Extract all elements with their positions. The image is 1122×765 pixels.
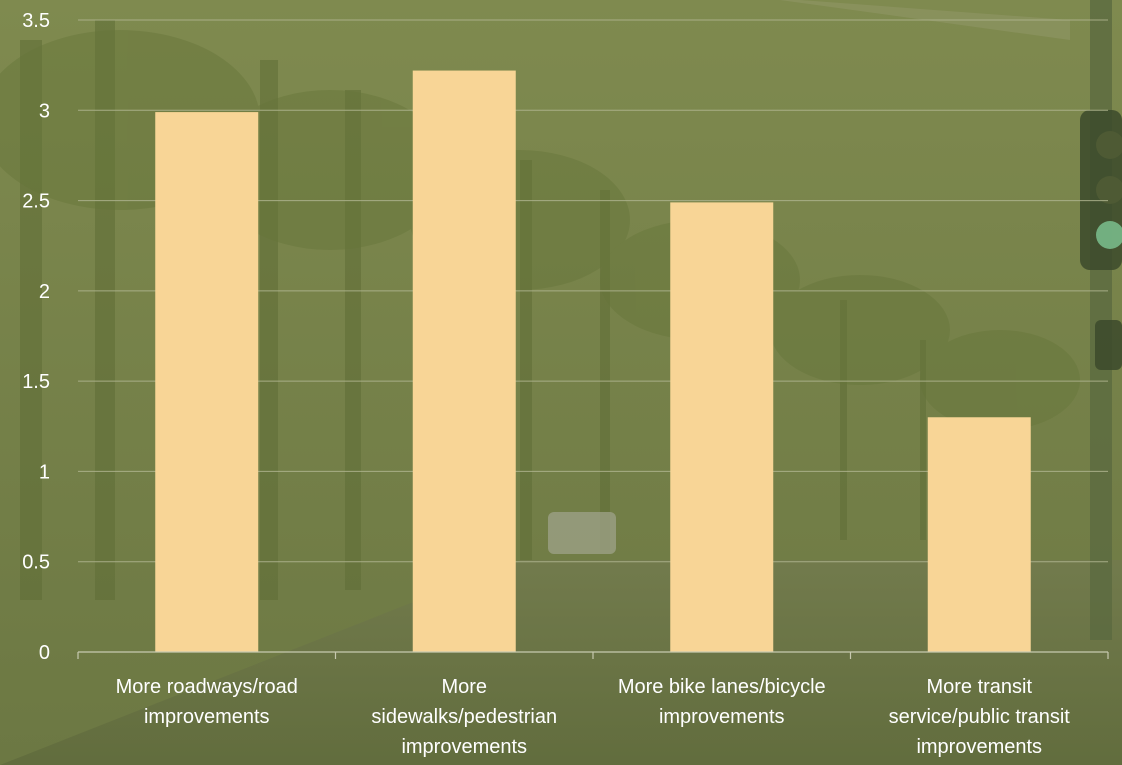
x-category-label-line: More transit <box>926 676 1032 698</box>
x-category-label-line: improvements <box>144 706 270 728</box>
bar <box>927 417 1031 652</box>
y-tick-label: 0.5 <box>22 552 50 574</box>
y-tick-label: 1.5 <box>22 371 50 393</box>
x-category-label: More bike lanes/bicycle improvements <box>618 676 826 728</box>
x-category-label-line: improvements <box>916 736 1042 758</box>
x-category-label-line: More roadways/road <box>116 676 298 698</box>
x-axis <box>77 651 1109 659</box>
x-category-label: More sidewalks/pedestrian improvements <box>371 676 557 758</box>
x-category-label-line: improvements <box>659 706 785 728</box>
y-tick-label: 2.5 <box>22 191 50 213</box>
x-category-label-line: More <box>441 676 487 698</box>
bar <box>670 202 774 652</box>
x-category-label-line: More bike lanes/bicycle <box>618 676 826 698</box>
x-category-label: More transit service/public transit improv… <box>889 676 1071 758</box>
x-category-label-line: sidewalks/pedestrian <box>371 706 557 728</box>
bars <box>155 70 1031 652</box>
y-tick-label: 1 <box>39 461 50 483</box>
y-axis-tick-labels: 0 0.5 1 1.5 2 2.5 3 3.5 <box>22 10 50 664</box>
y-tick-label: 0 <box>39 642 50 664</box>
x-category-label-line: service/public transit <box>889 706 1071 728</box>
y-tick-label: 3.5 <box>22 10 50 32</box>
bar <box>412 70 516 652</box>
bar <box>155 112 259 652</box>
y-tick-label: 3 <box>39 100 50 122</box>
x-axis-category-labels: More roadways/road improvements More sidewa… <box>116 676 1071 758</box>
x-category-label: More roadways/road improvements <box>116 676 298 728</box>
y-tick-label: 2 <box>39 281 50 303</box>
x-category-label-line: improvements <box>401 736 527 758</box>
